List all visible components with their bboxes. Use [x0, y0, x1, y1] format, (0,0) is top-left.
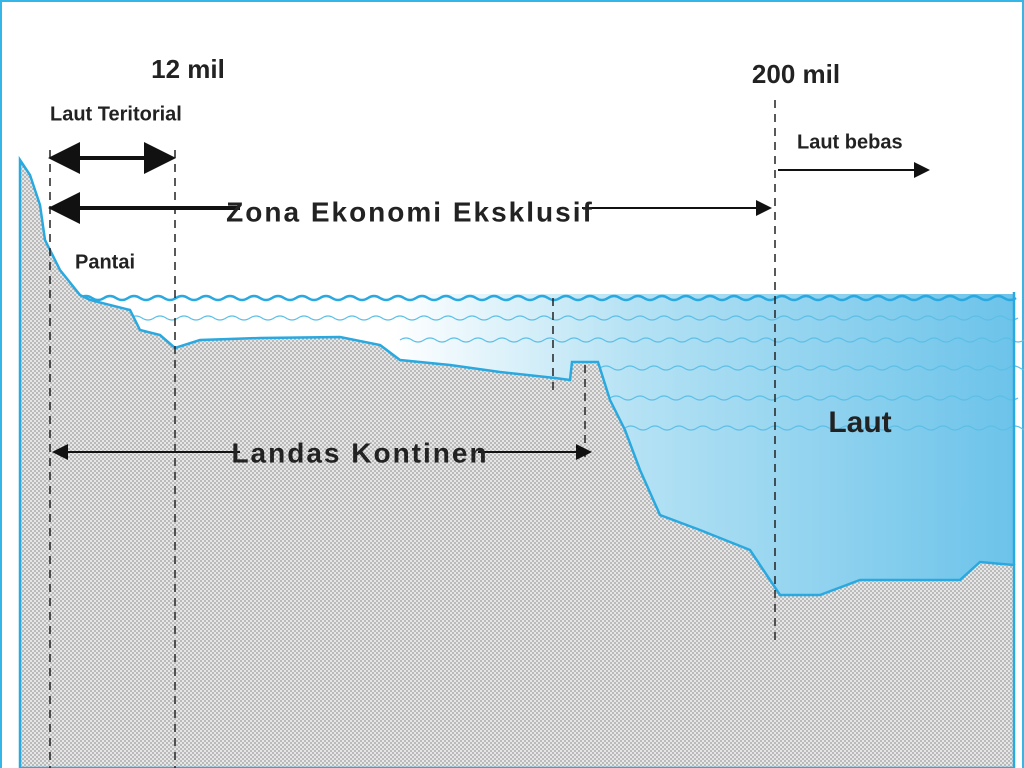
land: [18, 155, 1016, 768]
label: Landas Kontinen: [231, 437, 488, 468]
wave: [399, 337, 1024, 343]
label: 200 mil: [752, 59, 840, 89]
wave: [609, 395, 1019, 401]
label: Pantai: [75, 251, 135, 273]
label: Laut: [828, 406, 891, 439]
wave: [599, 365, 1024, 371]
label: Laut Teritorial: [50, 103, 182, 125]
wave: [79, 294, 1017, 302]
label: Zona Ekonomi Eksklusif: [226, 196, 594, 227]
label: 12 mil: [151, 54, 225, 84]
waves: [79, 294, 1024, 431]
wave: [624, 425, 1024, 431]
label: Laut bebas: [797, 131, 903, 153]
wave: [129, 315, 1019, 321]
